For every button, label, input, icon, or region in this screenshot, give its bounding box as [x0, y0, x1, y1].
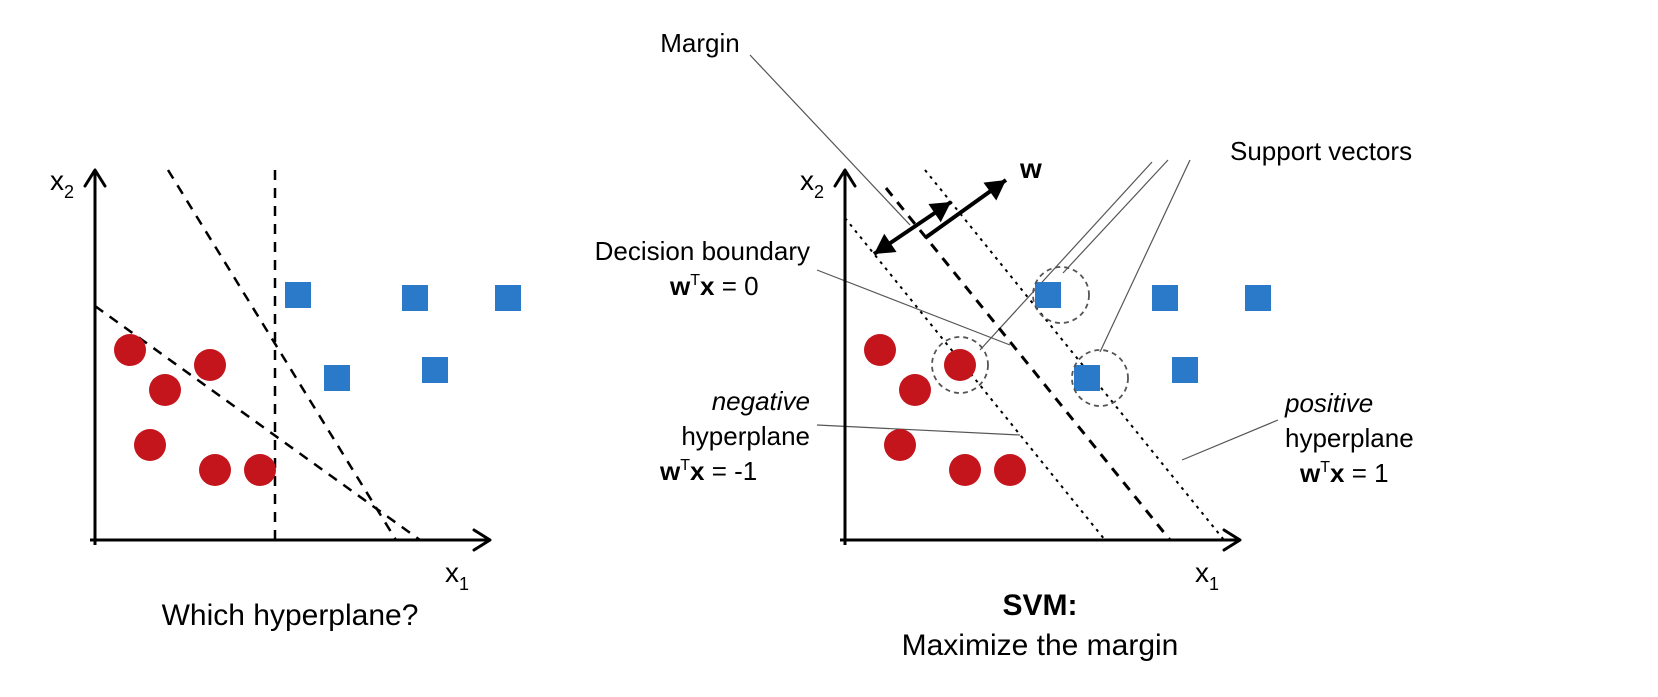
negative-hyperplane-label: negative [712, 386, 810, 416]
red-point-4 [199, 454, 231, 486]
right-blue-point-3 [1172, 357, 1198, 383]
right-red-point-0 [864, 334, 896, 366]
right-blue-point-4 [1245, 285, 1271, 311]
blue-point-0 [285, 282, 311, 308]
red-point-1 [149, 374, 181, 406]
red-point-2 [194, 349, 226, 381]
right-blue-point-2 [1152, 285, 1178, 311]
blue-point-3 [422, 357, 448, 383]
red-point-5 [244, 454, 276, 486]
blue-point-1 [324, 365, 350, 391]
positive-hyperplane-label-2: hyperplane [1285, 423, 1414, 453]
w-label: w [1019, 153, 1042, 184]
decision-boundary-eq: wTx = 0 [669, 271, 759, 301]
blue-point-4 [495, 285, 521, 311]
right-blue-point-0 [1035, 282, 1061, 308]
negative-hyperplane-label-2: hyperplane [681, 421, 810, 451]
red-point-0 [114, 334, 146, 366]
margin-label: Margin [660, 28, 739, 58]
blue-point-2 [402, 285, 428, 311]
right-red-point-1 [899, 374, 931, 406]
decision-boundary-label: Decision boundary [595, 236, 810, 266]
right-red-point-3 [884, 429, 916, 461]
canvas-bg [0, 0, 1658, 697]
support-vectors-label: Support vectors [1230, 136, 1412, 166]
right-red-point-2 [944, 349, 976, 381]
negative-hyperplane-eq: wTx = -1 [659, 456, 757, 486]
right-blue-point-1 [1074, 365, 1100, 391]
right-red-point-4 [949, 454, 981, 486]
positive-hyperplane-eq: wTx = 1 [1299, 458, 1389, 488]
red-point-3 [134, 429, 166, 461]
left-caption: Which hyperplane? [162, 599, 419, 632]
right-caption-2: Maximize the margin [902, 629, 1179, 662]
right-red-point-5 [994, 454, 1026, 486]
right-caption-1: SVM: [1003, 589, 1078, 622]
positive-hyperplane-label: positive [1284, 388, 1373, 418]
